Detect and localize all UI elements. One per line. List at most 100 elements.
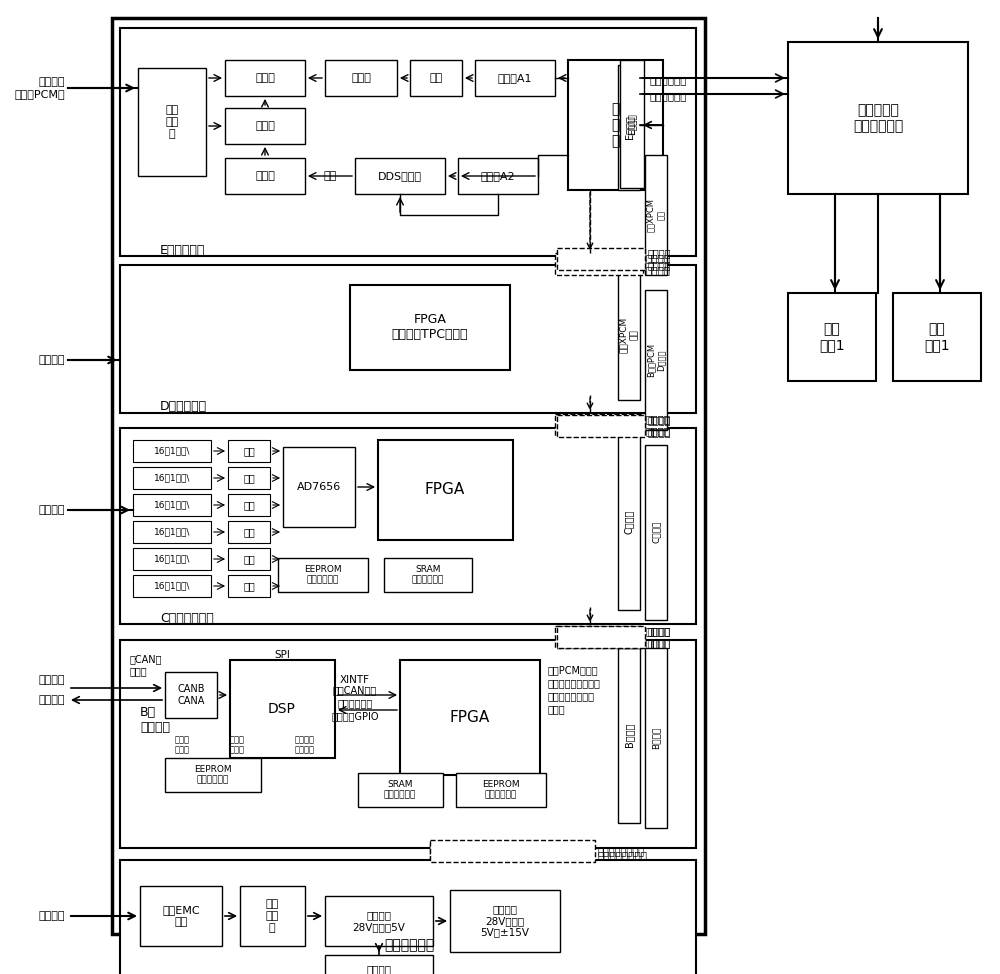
Text: 防浪
涌电
路: 防浪 涌电 路 [265, 899, 279, 932]
Text: 电源模块
28V转数字5V: 电源模块 28V转数字5V [353, 910, 405, 932]
Text: 写入CAN消息: 写入CAN消息 [333, 685, 377, 695]
Bar [557, 248, 645, 270]
Bar [645, 648, 667, 828]
Text: 单
片
机: 单 片 机 [611, 102, 619, 148]
Text: DSP: DSP [268, 702, 296, 716]
Bar [555, 253, 643, 275]
Bar [112, 18, 705, 934]
Bar [228, 521, 270, 543]
Text: 装订参
数写入: 装订参 数写入 [175, 735, 190, 755]
Text: EEPROM
（程序存储）: EEPROM （程序存储） [304, 565, 342, 584]
Text: 大线里双控制: 大线里双控制 [650, 91, 688, 101]
Bar [120, 860, 696, 974]
Bar [618, 65, 640, 190]
Bar [350, 285, 510, 370]
Bar [228, 575, 270, 597]
Text: FPGA: FPGA [425, 482, 465, 498]
Bar [430, 844, 590, 866]
Text: B板通信: B板通信 [624, 723, 634, 747]
Text: D板加密编码: D板加密编码 [160, 400, 207, 413]
Text: 板间总线（供电）: 板间总线（供电） [598, 850, 648, 860]
Text: 功放开关控制: 功放开关控制 [650, 75, 688, 85]
Bar [355, 158, 445, 194]
Text: 16选1模拟\: 16选1模拟\ [154, 473, 190, 482]
Text: 射频: 射频 [243, 446, 255, 456]
Text: EEPROM
（数据存储）: EEPROM （数据存储） [194, 766, 232, 785]
Bar [133, 467, 211, 489]
Text: 装订参
数读出: 装订参 数读出 [230, 735, 245, 755]
Bar [133, 521, 211, 543]
Bar [228, 494, 270, 516]
Text: FPGA
（加密、TPC编码）: FPGA （加密、TPC编码） [392, 313, 468, 341]
Text: E板数字调频: E板数字调频 [160, 244, 205, 257]
Text: 射频: 射频 [243, 554, 255, 564]
Bar [225, 108, 305, 144]
Bar [133, 548, 211, 570]
Text: 混频器: 混频器 [255, 73, 275, 83]
Text: E板通信: E板通信 [624, 115, 634, 139]
Text: B板通信: B板通信 [652, 727, 660, 749]
Text: FPGA: FPGA [450, 709, 490, 725]
Text: 双CAN收
发消息: 双CAN收 发消息 [130, 655, 162, 676]
Text: 测试总线: 测试总线 [38, 695, 65, 705]
Bar [240, 886, 305, 946]
Text: 板间总线
（数据）: 板间总线 （数据） [648, 415, 672, 436]
Text: 中频: 中频 [323, 171, 337, 181]
Text: 16选1模拟\: 16选1模拟\ [154, 581, 190, 590]
Bar [788, 293, 876, 381]
Bar [133, 440, 211, 462]
Bar [788, 42, 968, 194]
Text: 秘钥注入: 秘钥注入 [38, 355, 65, 365]
Text: 密文XPCM
相控: 密文XPCM 相控 [646, 198, 666, 232]
Text: C板通信: C板通信 [652, 521, 660, 543]
Bar [283, 447, 355, 527]
Text: 发射
天线1: 发射 天线1 [924, 321, 950, 352]
Text: B板
数据综合: B板 数据综合 [140, 706, 170, 734]
Text: XINTF: XINTF [340, 675, 370, 685]
Bar [645, 155, 667, 275]
Bar [430, 840, 595, 862]
Text: 电源模块
28V转传感器
5V、±15V: 电源模块 28V转传感器 5V、±15V [354, 964, 404, 974]
Text: 板间总线
（数据）: 板间总线 （数据） [645, 414, 670, 435]
Bar [618, 648, 640, 823]
Text: 电源模块
28V转模拟
5V、±15V: 电源模块 28V转模拟 5V、±15V [480, 905, 530, 938]
Text: 16选1模拟\: 16选1模拟\ [154, 446, 190, 456]
Text: C板通信: C板通信 [624, 509, 634, 534]
Bar [384, 558, 472, 592]
Text: 16选1模拟\: 16选1模拟\ [154, 501, 190, 509]
Text: 功率放大器
（射频信号）: 功率放大器 （射频信号） [853, 103, 903, 133]
Text: 放大管: 放大管 [351, 73, 371, 83]
Bar [557, 626, 645, 648]
Bar [133, 494, 211, 516]
Text: 模拟信号: 模拟信号 [38, 505, 65, 515]
Text: 密文XPCM
相控: 密文XPCM 相控 [619, 317, 639, 354]
Bar [893, 293, 981, 381]
Bar [138, 68, 206, 176]
Bar [140, 886, 222, 946]
Text: DDS调制器: DDS调制器 [378, 171, 422, 181]
Text: 16选1模拟\: 16选1模拟\ [154, 528, 190, 537]
Text: 状态指示GPIO: 状态指示GPIO [331, 711, 379, 721]
Text: C板模拟量采集: C板模拟量采集 [160, 612, 214, 625]
Bar [555, 626, 643, 648]
Text: SRAM
（数据缓存）: SRAM （数据缓存） [412, 565, 444, 584]
Bar [475, 60, 555, 96]
Bar [120, 265, 696, 413]
Text: 明文PCM至地测: 明文PCM至地测 [548, 665, 599, 675]
Bar [228, 467, 270, 489]
Text: 滤波
及放
大: 滤波 及放 大 [165, 105, 179, 138]
Text: 反馈自检信号: 反馈自检信号 [337, 698, 373, 708]
Text: 16选1模拟\: 16选1模拟\ [154, 554, 190, 564]
Text: 开关量: 开关量 [548, 704, 566, 714]
Text: 射频: 射频 [243, 527, 255, 537]
Bar [325, 60, 397, 96]
Text: 遥测单机主从通讯: 遥测单机主从通讯 [548, 691, 595, 701]
Bar [555, 414, 643, 436]
Bar [225, 158, 305, 194]
Text: 射频: 射频 [243, 473, 255, 483]
Text: 板间总线
（数据）: 板间总线 （数据） [648, 626, 672, 648]
Bar [378, 440, 513, 540]
Bar [133, 575, 211, 597]
Bar [230, 660, 335, 758]
Text: 板间总线
（数据）: 板间总线 （数据） [645, 253, 670, 275]
